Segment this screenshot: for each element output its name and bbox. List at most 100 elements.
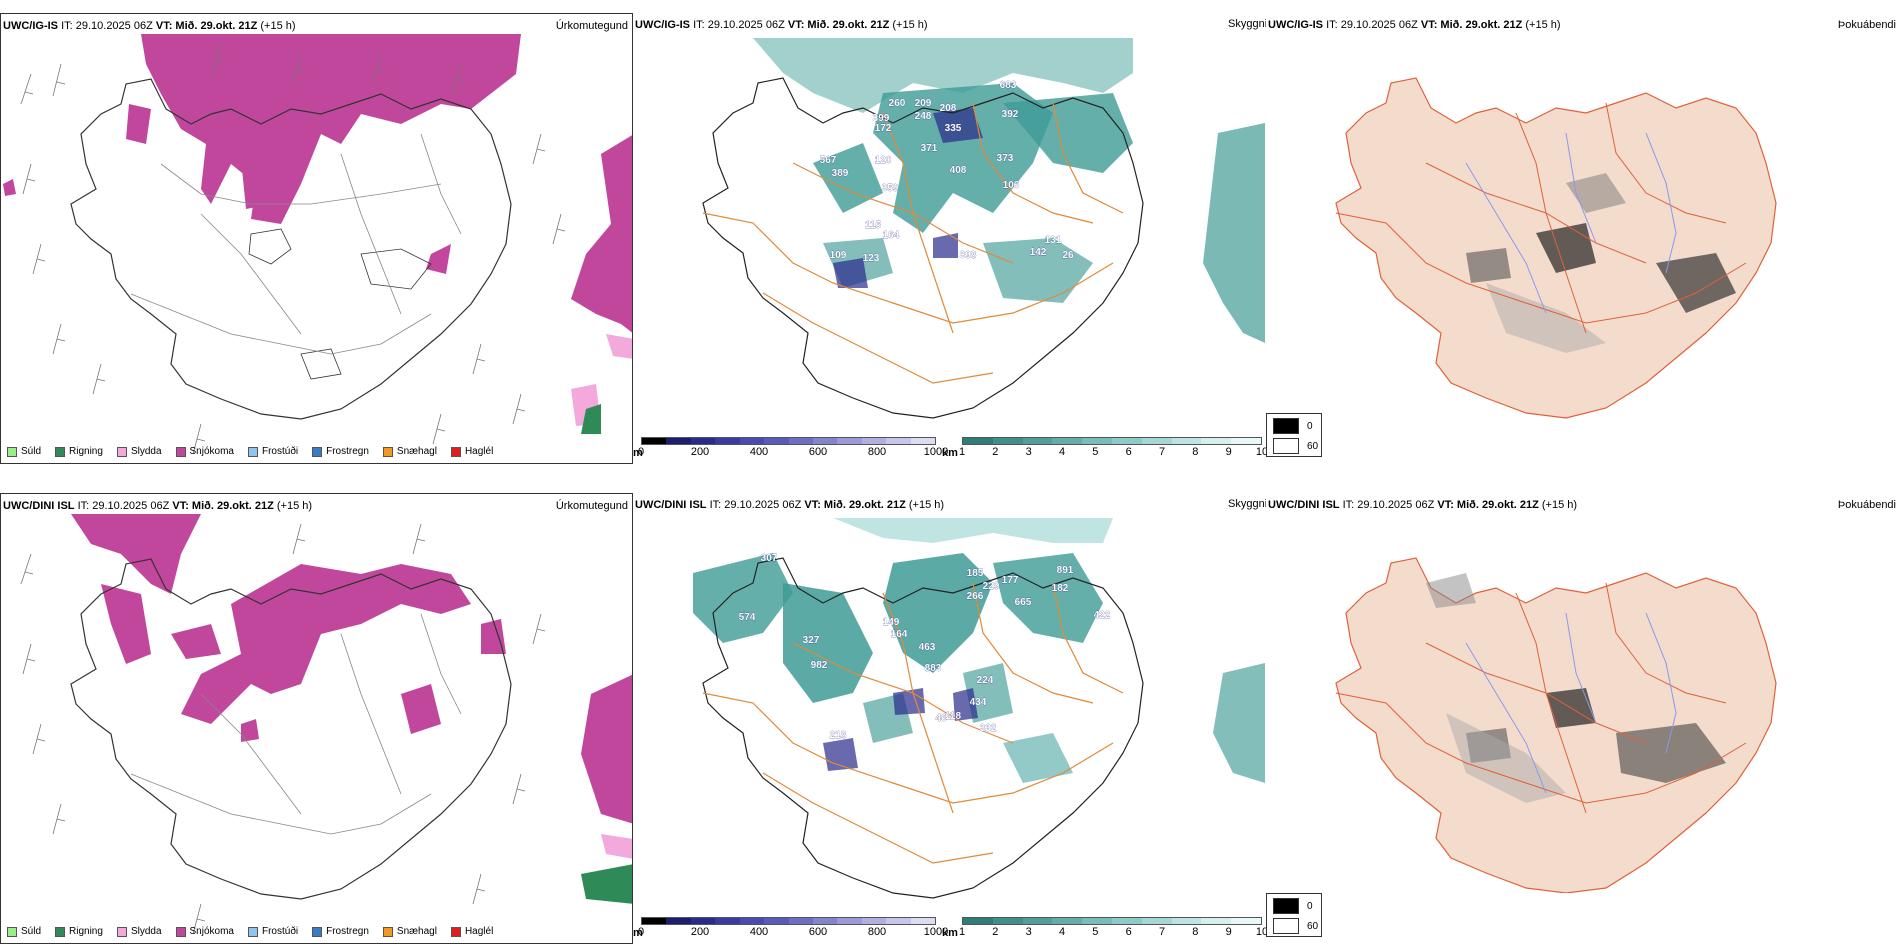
legend-item: Frostregn — [312, 926, 369, 937]
rain-area — [581, 864, 632, 904]
legend-item: Súld — [7, 926, 41, 937]
legend-swatch — [450, 446, 461, 457]
visibility-panel-top: 683 392 399 260 209 208 248 172 335 371 120 408 373 5… — [633, 13, 1265, 464]
legend-label: Snæhagl — [396, 926, 437, 937]
model-name: UWC/DINI ISL — [1268, 499, 1340, 511]
colorbar-segment — [1022, 438, 1053, 444]
cover-black-swatch — [1273, 898, 1299, 914]
cloudbase-colorbar: 0 200 400 600 800 1000 m — [633, 437, 948, 459]
cloud-base-label: 46 — [935, 713, 947, 724]
init-time: IT: 29.10.2025 06Z — [693, 19, 785, 31]
cloud-base-label: 683 — [1000, 80, 1017, 91]
colorbar-segment — [1141, 438, 1172, 444]
snow-area — [581, 674, 632, 824]
cloud-base-label: 164 — [883, 230, 900, 241]
cloud-base-label: 149 — [883, 617, 900, 628]
colorbar-tick: 400 — [749, 926, 769, 938]
fog-panel-top: UWC/IG-IS IT: 29.10.2025 06Z VT: Mið. 29… — [1266, 13, 1900, 443]
colorbar-tick: 400 — [749, 446, 769, 458]
cloud-base-label: 131 — [1045, 235, 1062, 246]
legend-label: Slydda — [130, 446, 162, 457]
cloudbase-colorbar-bar — [641, 437, 936, 445]
cloud-base-label: 463 — [919, 642, 936, 653]
fog-area — [1616, 723, 1726, 783]
legend-swatch — [7, 446, 17, 457]
cloudbase-colorbar: 0 200 400 600 800 1000 m — [633, 917, 948, 939]
legend-label: Rigning — [69, 446, 103, 457]
snow-area — [3, 179, 16, 196]
cloudbase-unit: m — [633, 447, 643, 459]
cloud-base-label: 399 — [873, 113, 890, 124]
colorbar-segment — [1052, 438, 1083, 444]
road-network — [702, 582, 1124, 864]
snow-area — [481, 619, 506, 654]
visibility-colorbar-bar — [962, 917, 1262, 925]
cloudbase-colorbar-ticks: 0 200 400 600 800 1000 — [638, 446, 948, 458]
low-visibility-area — [1003, 93, 1133, 173]
low-visibility-area — [1203, 123, 1265, 343]
cloud-base-label: 567 — [820, 155, 837, 166]
legend-item: Frostúði — [247, 926, 298, 937]
visibility-label: Skyggni — [1228, 498, 1268, 510]
colorbar-segment — [642, 918, 667, 924]
glacier-outline — [248, 228, 292, 265]
colorbar-tick: 7 — [1158, 446, 1166, 458]
river-network — [1465, 132, 1677, 314]
road-network — [130, 613, 462, 835]
colorbar-segment — [1201, 918, 1232, 924]
wind-barbs — [20, 523, 546, 935]
panel-header: UWC/IG-IS IT: 29.10.2025 06Z VT: Mið. 29… — [3, 20, 296, 32]
legend-label: Súld — [21, 926, 42, 937]
visibility-unit: km — [942, 447, 958, 459]
lead-time: (+15 h) — [276, 500, 313, 512]
legend-label: Rigning — [69, 926, 103, 937]
cloud-base-label: 408 — [950, 165, 967, 176]
cloud-base-label: 891 — [1057, 565, 1074, 576]
colorbar-segment — [1231, 918, 1261, 924]
road-network — [130, 133, 462, 355]
valid-time: VT: Mið. 29.okt. 21Z — [155, 20, 258, 32]
cloud-base-label: 172 — [875, 123, 892, 134]
valid-time: VT: Mið. 29.okt. 21Z — [787, 19, 890, 31]
colorbar-segment — [739, 918, 765, 924]
precip-type-label: Úrkomutegund — [555, 500, 628, 512]
iceland-outline — [702, 77, 1144, 419]
colorbar-tick: 7 — [1158, 926, 1166, 938]
colorbar-segment — [642, 438, 667, 444]
panel-header: UWC/IG-IS IT: 29.10.2025 06Z VT: Mið. 29… — [635, 19, 928, 31]
colorbar-segment — [1171, 438, 1202, 444]
low-visibility-area — [1213, 663, 1265, 783]
legend-swatch — [175, 446, 186, 457]
colorbar-segment — [910, 438, 936, 444]
colorbar-tick: 5 — [1092, 926, 1099, 938]
snow-area — [241, 719, 259, 742]
colorbar-tick: 9 — [1225, 446, 1232, 458]
cover-white-swatch — [1273, 918, 1299, 934]
low-visibility-area — [833, 518, 1113, 543]
fog-area — [1566, 173, 1626, 213]
legend-label: Haglél — [464, 446, 494, 457]
colorbar-segment — [1111, 918, 1142, 924]
init-time: IT: 29.10.2025 06Z — [1342, 499, 1435, 511]
low-cloud-area — [833, 258, 868, 288]
legend-swatch — [116, 926, 127, 937]
low-visibility-area — [813, 143, 883, 213]
colorbar-segment — [764, 438, 789, 444]
panel-header: UWC/DINI ISL IT: 29.10.2025 06Z VT: Mið.… — [3, 500, 312, 512]
colorbar-segment — [1052, 918, 1083, 924]
legend-item: Rigning — [55, 926, 103, 937]
colorbar-segment — [886, 438, 911, 444]
low-visibility-area — [873, 83, 1053, 233]
cloud-base-label: 106 — [1003, 180, 1020, 191]
colorbar-tick: 0 — [637, 926, 645, 938]
cloud-base-label: 118 — [945, 711, 962, 722]
cloud-base-label: 665 — [1015, 597, 1032, 608]
model-name: UWC/IG-IS — [1268, 19, 1323, 31]
precip-type-label: Úrkomutegund — [555, 20, 628, 32]
iceland-outline — [70, 78, 512, 420]
colorbar-tick: 1 — [958, 446, 966, 458]
model-name: UWC/DINI ISL — [635, 499, 707, 511]
sleet-area — [601, 834, 632, 859]
fog-area — [1486, 283, 1606, 353]
